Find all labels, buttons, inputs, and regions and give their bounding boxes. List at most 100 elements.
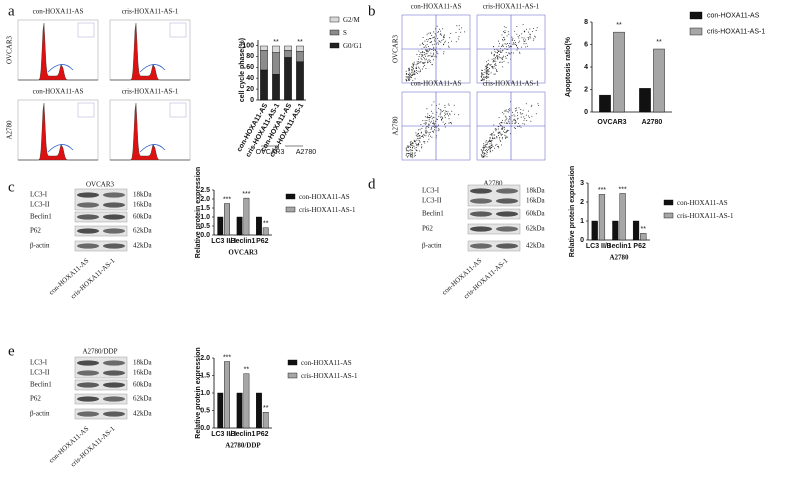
plot-title: con-HOXA11-AS <box>411 80 462 88</box>
event-dot <box>406 150 408 152</box>
plot-title: cris-HOXA11-AS-1 <box>122 88 179 96</box>
bar <box>591 220 598 241</box>
event-dot <box>489 146 491 148</box>
event-dot <box>407 78 409 80</box>
event-dot <box>434 40 436 42</box>
event-dot <box>413 67 415 69</box>
y-tick-label: 8 <box>584 19 588 26</box>
event-dot <box>493 46 495 47</box>
event-dot <box>424 120 426 122</box>
event-dot <box>407 74 409 76</box>
blot-strip <box>467 240 521 252</box>
event-dot <box>457 38 459 40</box>
event-dot <box>437 30 439 32</box>
event-dot <box>507 43 508 44</box>
event-dot <box>485 70 487 72</box>
event-dot <box>438 124 439 126</box>
event-dot <box>484 69 486 71</box>
event-dot <box>489 64 491 66</box>
event-dot <box>485 61 487 63</box>
event-dot <box>493 66 495 68</box>
event-dot <box>503 110 505 112</box>
event-dot <box>430 41 432 43</box>
event-dot <box>409 149 411 151</box>
band-label: P62 <box>30 395 41 403</box>
event-dot <box>523 119 525 121</box>
event-dot <box>433 31 435 33</box>
event-dot <box>458 25 460 27</box>
event-dot <box>497 51 499 53</box>
event-dot <box>528 37 530 39</box>
event-dot <box>448 115 449 117</box>
significance: *** <box>619 186 627 193</box>
event-dot <box>503 26 505 28</box>
event-dot <box>483 147 485 149</box>
event-dot <box>487 147 489 149</box>
bar <box>217 392 224 429</box>
panel-letter: e <box>8 343 15 359</box>
event-dot <box>503 126 505 128</box>
band <box>103 370 125 376</box>
event-dot <box>422 66 424 68</box>
event-dot <box>485 65 487 67</box>
event-dot <box>508 33 510 35</box>
event-dot <box>426 39 428 41</box>
event-dot <box>507 62 509 64</box>
event-dot <box>411 153 413 155</box>
band <box>77 192 99 198</box>
y-tick-label: 6 <box>584 41 588 48</box>
event-dot <box>501 45 502 47</box>
event-dot <box>486 75 488 77</box>
event-dot <box>434 28 436 30</box>
y-tick-label: 60 <box>246 64 254 71</box>
event-dot <box>426 126 428 128</box>
event-dot <box>426 117 428 119</box>
event-dot <box>412 68 414 70</box>
event-dot <box>407 146 408 148</box>
event-dot <box>502 119 503 121</box>
event-dot <box>504 132 506 133</box>
bar-segment <box>260 45 268 51</box>
event-dot <box>497 146 499 148</box>
event-dot <box>433 43 435 45</box>
event-dot <box>529 33 531 35</box>
event-dot <box>423 46 425 48</box>
event-dot <box>419 140 420 142</box>
legend-label: con-HOXA11-AS <box>301 359 352 367</box>
event-dot <box>418 62 420 64</box>
blot-strip <box>74 211 128 223</box>
bar-segment <box>284 50 292 58</box>
event-dot <box>410 149 412 151</box>
event-dot <box>428 55 430 57</box>
event-dot <box>482 145 484 147</box>
event-dot <box>492 66 494 68</box>
x-tick-label: LC3 II/ I <box>211 238 236 245</box>
event-dot <box>524 118 526 119</box>
event-dot <box>504 115 506 117</box>
event-dot <box>481 72 483 74</box>
event-dot <box>527 31 529 33</box>
event-dot <box>491 58 493 60</box>
event-dot <box>417 139 419 141</box>
event-dot <box>420 147 422 149</box>
x-tick-label: P62 <box>256 238 269 245</box>
event-dot <box>491 66 493 68</box>
lane-label: cris-HOXA11-AS-1 <box>462 256 510 300</box>
bar-segment <box>272 52 280 75</box>
event-dot <box>439 114 441 116</box>
event-dot <box>515 110 516 112</box>
event-dot <box>431 41 433 43</box>
event-dot <box>432 122 434 124</box>
event-dot <box>491 139 493 141</box>
bar <box>653 48 665 113</box>
bar <box>224 361 230 429</box>
bar <box>613 31 625 113</box>
event-dot <box>433 52 435 54</box>
legend-label: con-HOXA11-AS <box>677 199 728 207</box>
event-dot <box>422 136 424 138</box>
event-dot <box>519 40 520 42</box>
event-dot <box>502 44 504 46</box>
event-dot <box>503 60 505 62</box>
bar <box>632 220 640 241</box>
event-dot <box>421 43 423 45</box>
